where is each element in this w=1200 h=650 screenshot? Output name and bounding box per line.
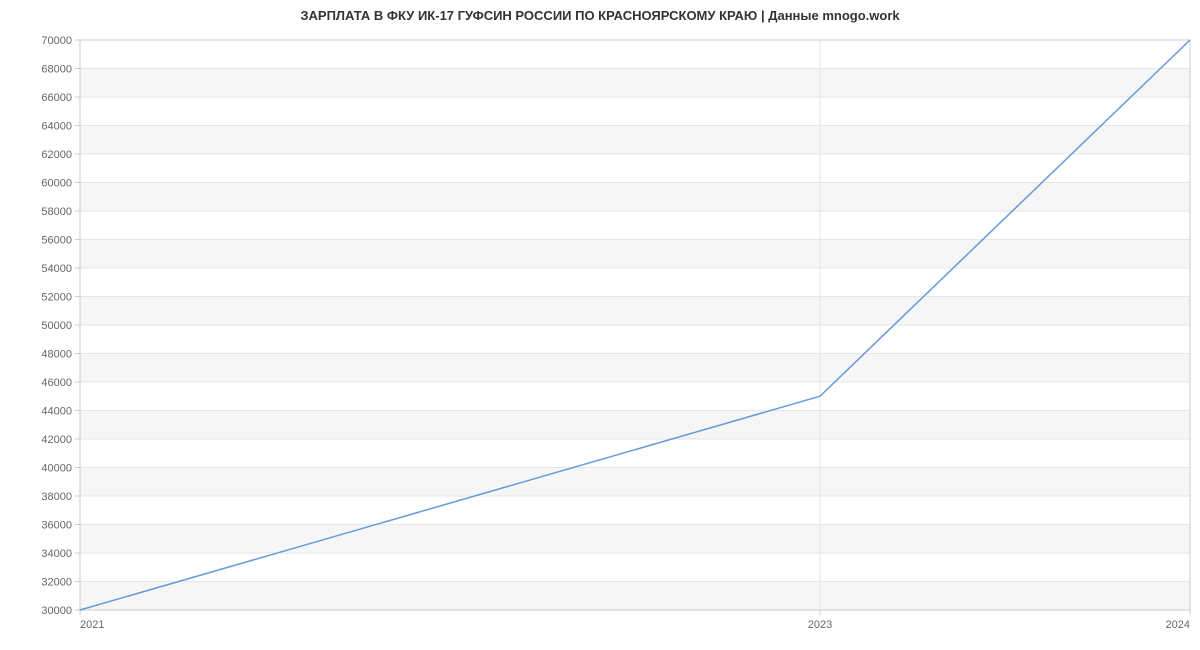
ytick-label: 60000 xyxy=(41,178,72,190)
ytick-label: 62000 xyxy=(41,149,72,161)
ytick-label: 32000 xyxy=(41,577,72,589)
ytick-label: 44000 xyxy=(41,406,72,418)
ytick-label: 54000 xyxy=(41,263,72,275)
xtick-label: 2023 xyxy=(808,619,832,631)
ytick-label: 46000 xyxy=(41,377,72,389)
ytick-label: 52000 xyxy=(41,292,72,304)
chart-canvas: 30000 32000 34000 36000 38000 40000 42000 44000… xyxy=(0,0,1200,650)
ytick-label: 40000 xyxy=(41,463,72,475)
ytick-label: 30000 xyxy=(41,605,72,617)
ytick-label: 56000 xyxy=(41,235,72,247)
salary-chart: ЗАРПЛАТА В ФКУ ИК-17 ГУФСИН РОССИИ ПО КР… xyxy=(0,0,1200,650)
ytick-label: 34000 xyxy=(41,548,72,560)
xtick-label: 2021 xyxy=(80,619,104,631)
ytick-label: 64000 xyxy=(41,121,72,133)
ytick-label: 68000 xyxy=(41,64,72,76)
ytick-label: 50000 xyxy=(41,320,72,332)
ytick-label: 58000 xyxy=(41,206,72,218)
ytick-label: 36000 xyxy=(41,520,72,532)
ytick-label: 70000 xyxy=(41,35,72,47)
ytick-label: 66000 xyxy=(41,92,72,104)
ytick-label: 48000 xyxy=(41,349,72,361)
ytick-label: 38000 xyxy=(41,491,72,503)
xtick-label: 2024 xyxy=(1166,619,1190,631)
ytick-label: 42000 xyxy=(41,434,72,446)
